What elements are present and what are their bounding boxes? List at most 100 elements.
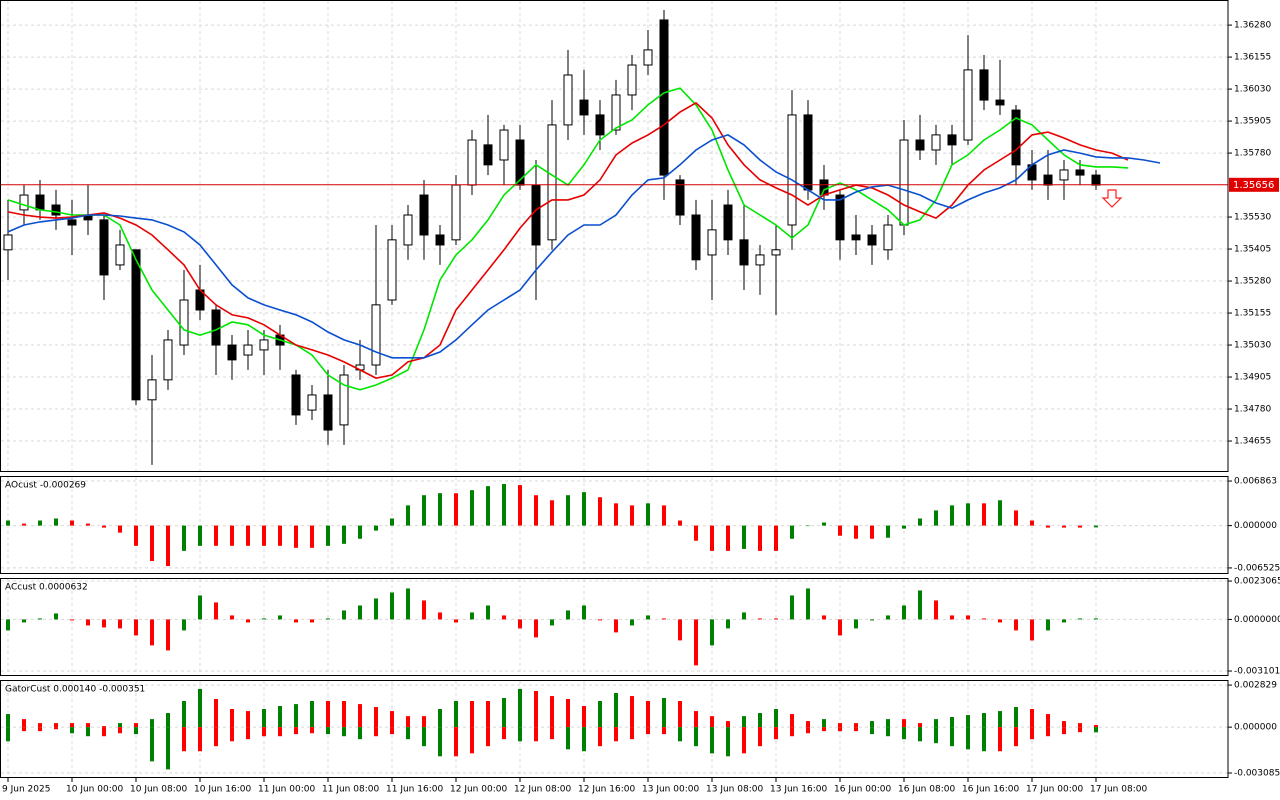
gator-bar bbox=[214, 699, 218, 728]
gator-bar bbox=[54, 727, 58, 730]
histogram-bar bbox=[182, 619, 186, 631]
histogram-bar bbox=[678, 619, 682, 641]
candle-body bbox=[115, 244, 125, 266]
gator-bar bbox=[38, 723, 42, 728]
y-tick-label: 1.35780 bbox=[1234, 149, 1271, 159]
histogram-bar bbox=[262, 618, 266, 620]
gator-bar bbox=[118, 727, 122, 734]
gator-bar bbox=[1062, 727, 1066, 735]
candle-body bbox=[419, 194, 429, 236]
gator-bar bbox=[182, 700, 186, 728]
gator-bar bbox=[678, 700, 682, 728]
y-tick-label: -0.006525 bbox=[1234, 563, 1280, 573]
candle-body bbox=[579, 99, 589, 116]
gator-bar bbox=[230, 708, 234, 728]
histogram-bar bbox=[358, 525, 362, 539]
x-tick-label: 16 Jun 08:00 bbox=[898, 785, 955, 795]
x-tick-label: 16 Jun 16:00 bbox=[962, 785, 1019, 795]
histogram-bar bbox=[102, 525, 106, 528]
candle-body bbox=[883, 224, 893, 251]
histogram-bar bbox=[486, 605, 490, 620]
histogram-bar bbox=[214, 602, 218, 620]
gator-bar bbox=[870, 727, 874, 735]
gator-bar bbox=[358, 727, 362, 740]
gator-bar bbox=[6, 714, 10, 728]
histogram-bar bbox=[598, 619, 602, 621]
histogram-bar bbox=[966, 503, 970, 526]
gator-bar bbox=[710, 716, 714, 728]
histogram-bar bbox=[6, 520, 10, 526]
y-tick-label: 0.0000000 bbox=[1234, 615, 1280, 625]
candle-body bbox=[691, 214, 701, 261]
histogram-bar bbox=[230, 615, 234, 620]
candle-body bbox=[1043, 174, 1053, 186]
histogram-bar bbox=[934, 510, 938, 526]
histogram-bar bbox=[134, 525, 138, 546]
histogram-bar bbox=[918, 518, 922, 526]
histogram-bar bbox=[54, 613, 58, 620]
candle-body bbox=[835, 194, 845, 241]
histogram-bar bbox=[422, 495, 426, 526]
histogram-bar bbox=[262, 525, 266, 546]
y-tick-label: 1.35155 bbox=[1234, 309, 1271, 319]
histogram-bar bbox=[774, 525, 778, 551]
histogram-bar bbox=[454, 493, 458, 526]
histogram-bar bbox=[566, 495, 570, 526]
gator-bar bbox=[1046, 714, 1050, 728]
candle-body bbox=[643, 49, 653, 66]
histogram-bar bbox=[614, 619, 618, 633]
gator-bar bbox=[374, 727, 378, 737]
gator-bar bbox=[134, 727, 138, 735]
histogram-bar bbox=[150, 619, 154, 646]
x-tick-label: 13 Jun 08:00 bbox=[706, 785, 763, 795]
candle-body bbox=[483, 144, 493, 166]
histogram-bar bbox=[1046, 619, 1050, 631]
gator-bar bbox=[758, 713, 762, 728]
histogram-bar bbox=[214, 525, 218, 546]
histogram-bar bbox=[678, 520, 682, 526]
histogram-bar bbox=[198, 525, 202, 546]
gator-bar bbox=[742, 727, 746, 754]
gator-bar bbox=[38, 727, 42, 732]
histogram-bar bbox=[294, 525, 298, 548]
histogram-bar bbox=[758, 618, 762, 620]
x-tick-label: 16 Jun 00:00 bbox=[834, 785, 891, 795]
candle-body bbox=[723, 204, 733, 241]
histogram-bar bbox=[374, 598, 378, 620]
gator-bar bbox=[998, 711, 1002, 728]
panel-frame bbox=[0, 476, 1229, 574]
gator-bar bbox=[406, 716, 410, 728]
candle-body bbox=[403, 214, 413, 246]
gator-bar bbox=[326, 700, 330, 728]
gator-bar bbox=[246, 727, 250, 740]
gator-bar bbox=[262, 708, 266, 728]
candle-body bbox=[819, 179, 829, 196]
histogram-bar bbox=[390, 592, 394, 620]
gator-bar bbox=[806, 727, 810, 734]
histogram-bar bbox=[1094, 618, 1098, 620]
gator-bar bbox=[342, 727, 346, 737]
gator-bar bbox=[886, 727, 890, 737]
candle-body bbox=[755, 254, 765, 266]
candle-body bbox=[659, 19, 669, 176]
candle-body bbox=[163, 339, 173, 381]
candle-body bbox=[979, 69, 989, 101]
histogram-bar bbox=[1014, 619, 1018, 631]
gator-bar bbox=[326, 727, 330, 735]
y-tick-label: 1.36155 bbox=[1234, 53, 1271, 63]
gator-bar bbox=[982, 727, 986, 752]
histogram-bar bbox=[502, 484, 506, 526]
histogram-bar bbox=[1062, 525, 1066, 528]
candle-body bbox=[179, 299, 189, 346]
panel-frame bbox=[0, 680, 1229, 778]
gator-bar bbox=[134, 723, 138, 728]
x-tick-label: 17 Jun 08:00 bbox=[1090, 785, 1147, 795]
panel-title: GatorCust 0.000140 -0.000351 bbox=[5, 685, 145, 695]
histogram-bar bbox=[438, 493, 442, 526]
y-tick-label: 0.000000 bbox=[1234, 521, 1277, 531]
gator-bar bbox=[230, 727, 234, 742]
histogram-bar bbox=[614, 503, 618, 526]
gator-bar bbox=[1014, 727, 1018, 747]
